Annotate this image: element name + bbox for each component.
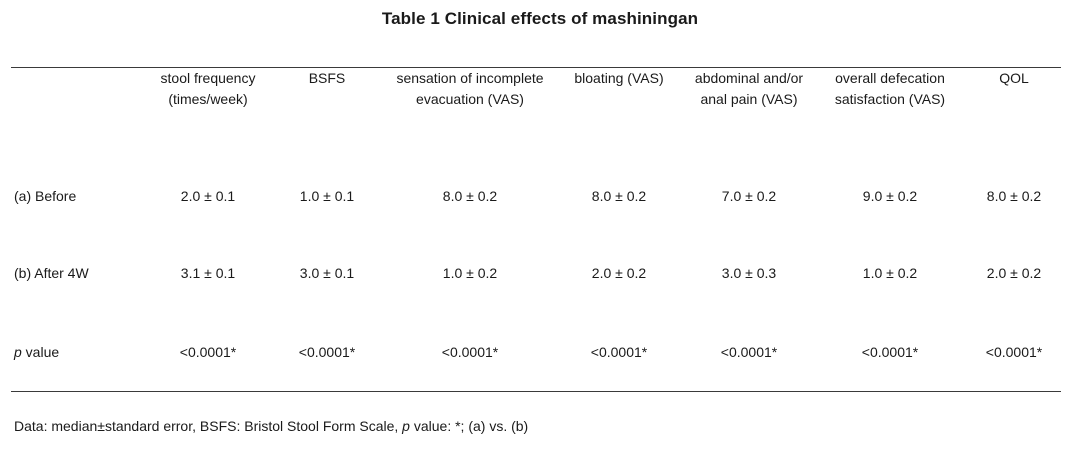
table-cell: 8.0 ± 0.2 <box>986 188 1042 204</box>
table-cell: <0.0001* <box>441 344 499 360</box>
table-cell: 2.0 ± 0.1 <box>180 188 236 204</box>
table-cell: 2.0 ± 0.2 <box>986 265 1042 281</box>
column-header-defecation-satisfaction: overall defecation satisfaction (VAS) <box>820 68 960 110</box>
table-bottom-rule <box>11 391 1061 392</box>
table-cell: 1.0 ± 0.1 <box>299 188 355 204</box>
table-cell: <0.0001* <box>720 344 778 360</box>
table-cell: <0.0001* <box>179 344 237 360</box>
column-header-line: overall defecation <box>835 70 945 86</box>
column-header-qol: QOL <box>970 68 1058 89</box>
p-symbol: p <box>14 344 22 360</box>
column-header-line: satisfaction (VAS) <box>834 91 946 107</box>
column-header-line: QOL <box>999 70 1029 86</box>
table-cell: <0.0001* <box>985 344 1043 360</box>
table-cell: <0.0001* <box>861 344 919 360</box>
table-cell: 9.0 ± 0.2 <box>862 188 918 204</box>
column-header-bloating: bloating (VAS) <box>560 68 678 89</box>
row-label-p-value: p value <box>14 342 59 363</box>
table-cell: <0.0001* <box>590 344 648 360</box>
table-cell: 1.0 ± 0.2 <box>442 265 498 281</box>
table-cell: 8.0 ± 0.2 <box>591 188 647 204</box>
table-cell: 3.0 ± 0.3 <box>721 265 777 281</box>
table-cell: 3.0 ± 0.1 <box>299 265 355 281</box>
row-label-after-4w: (b) After 4W <box>14 265 89 281</box>
footnote-text: Data: median±standard error, BSFS: Brist… <box>14 418 403 434</box>
column-header-line: anal pain (VAS) <box>700 91 798 107</box>
column-header-stool-frequency: stool frequency (times/week) <box>138 68 278 110</box>
table-cell: 3.1 ± 0.1 <box>180 265 236 281</box>
column-header-line: evacuation (VAS) <box>416 91 524 107</box>
column-header-line: sensation of incomplete <box>396 70 544 86</box>
table-title: Table 1 Clinical effects of mashiningan <box>381 9 699 28</box>
table-cell: 2.0 ± 0.2 <box>591 265 647 281</box>
table-cell: 1.0 ± 0.2 <box>862 265 918 281</box>
column-header-line: BSFS <box>308 70 346 86</box>
column-header-line: bloating (VAS) <box>574 70 664 86</box>
row-label-before: (a) Before <box>14 188 77 204</box>
table-top-rule <box>11 67 1061 68</box>
table-cell: 8.0 ± 0.2 <box>442 188 498 204</box>
column-header-bsfs: BSFS <box>282 68 372 89</box>
footnote-p-symbol: p <box>402 418 410 434</box>
column-header-line: stool frequency <box>160 70 256 86</box>
footnote-text: value: *; (a) vs. (b) <box>409 418 529 434</box>
column-header-line: (times/week) <box>168 91 248 107</box>
column-header-abdominal-pain: abdominal and/or anal pain (VAS) <box>680 68 818 110</box>
table-cell: <0.0001* <box>298 344 356 360</box>
table-cell: 7.0 ± 0.2 <box>721 188 777 204</box>
column-header-line: abdominal and/or <box>694 70 804 86</box>
row-label-text: value <box>21 344 60 360</box>
column-header-incomplete-evacuation: sensation of incomplete evacuation (VAS) <box>380 68 560 110</box>
table-footnote: Data: median±standard error, BSFS: Brist… <box>14 416 528 436</box>
